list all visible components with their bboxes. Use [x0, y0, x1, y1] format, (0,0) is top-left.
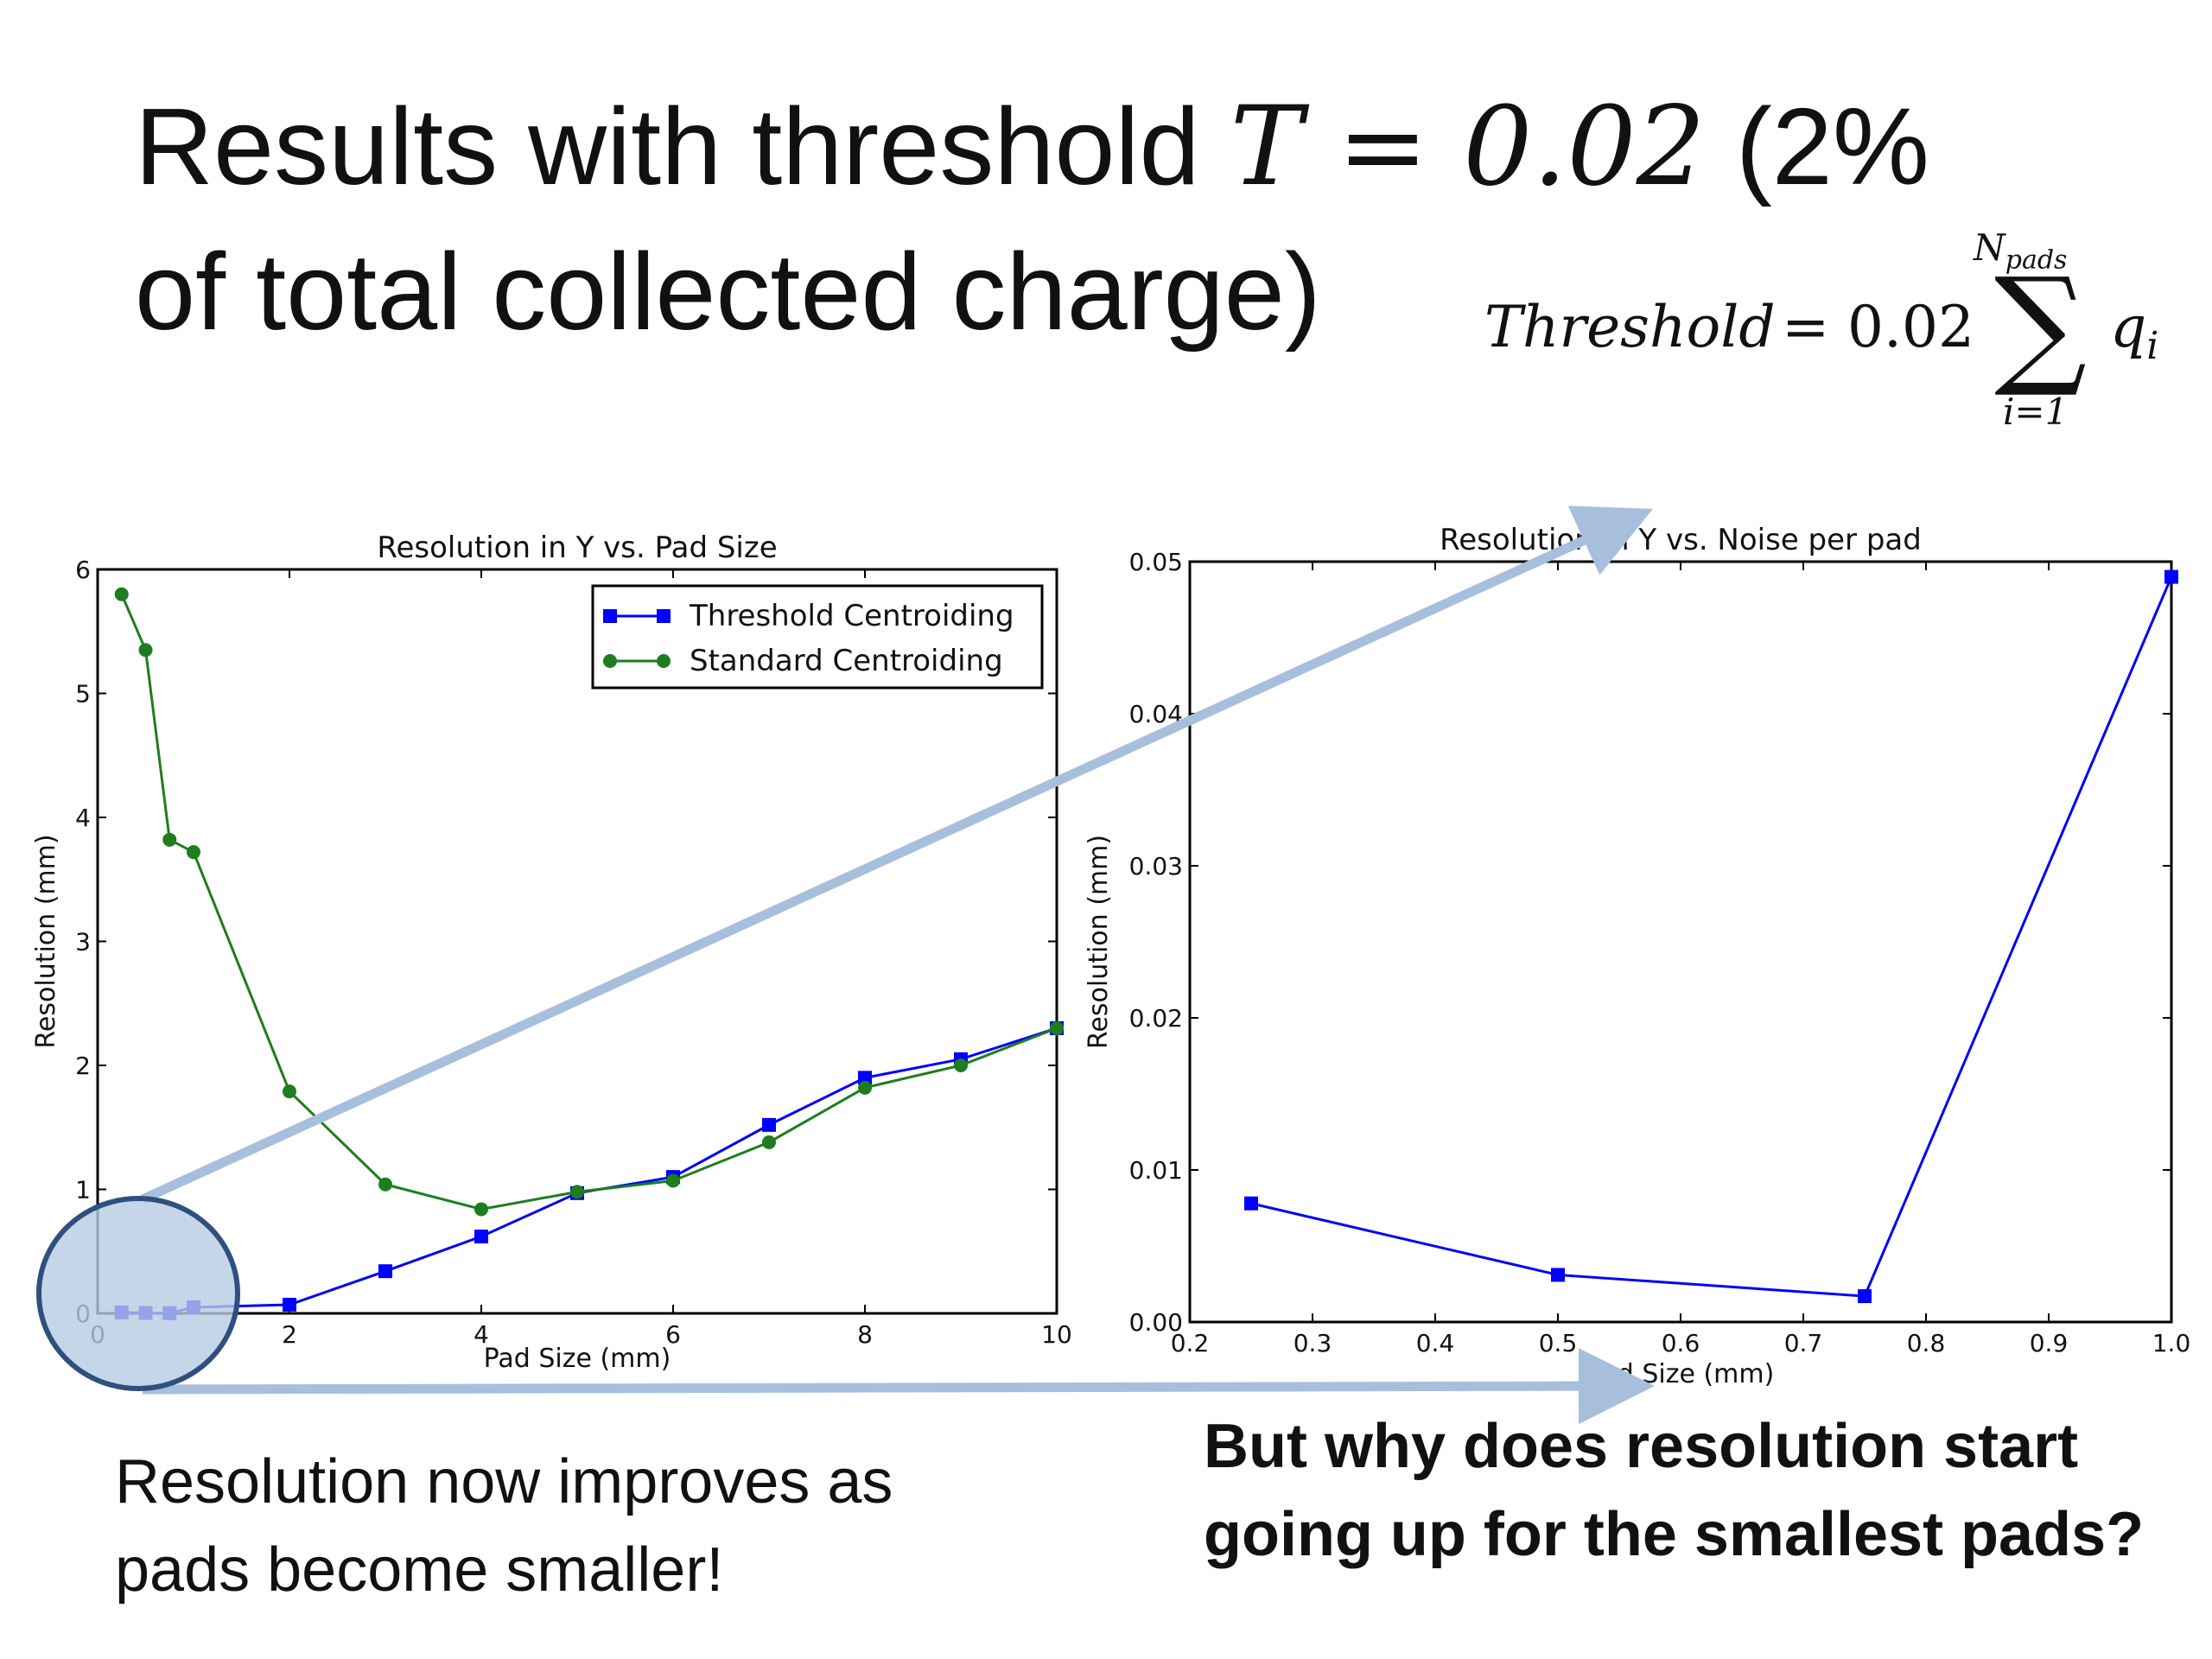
data-point-circle [570, 1185, 584, 1199]
x-tick-label: 0.2 [1171, 1329, 1210, 1357]
formula-upper-limit: Npads [1974, 226, 2068, 276]
data-point-circle [858, 1080, 872, 1095]
x-tick-label: 6 [665, 1320, 681, 1349]
data-point-circle [378, 1177, 392, 1192]
chart1-series [114, 587, 1064, 1320]
x-tick-label: 2 [282, 1320, 297, 1349]
y-tick-label: 0.00 [1129, 1308, 1183, 1337]
chart1-y-axis-label: Resolution (mm) [31, 834, 61, 1048]
x-tick-label: 8 [857, 1320, 873, 1349]
arrow-to-chart-bottom [142, 1348, 1655, 1425]
chart2-ticks: 0.2 0.3 0.4 0.5 0.6 0.7 0.8 0.9 1.0 0.00 0.01 0.02 0… [1129, 548, 2191, 1357]
note-question: But why does resolution start going up f… [1204, 1412, 2145, 1569]
x-tick-label: 1.0 [2152, 1329, 2191, 1357]
x-tick-label: 0.7 [1784, 1329, 1823, 1357]
title-text-2: (2% [1705, 86, 1929, 207]
title-text-1: Results with threshold [135, 86, 1230, 207]
data-point-square [283, 1297, 296, 1312]
y-tick-label: 5 [75, 680, 91, 709]
legend-box [591, 584, 1044, 690]
chart2-y-axis-label: Resolution (mm) [1084, 835, 1114, 1049]
data-point-circle [283, 1084, 296, 1099]
chart1-legend: Threshold Centroiding Standard Centroidin… [591, 584, 1044, 690]
legend-label: Standard Centroiding [690, 644, 1003, 678]
chart2-plot-area [1188, 560, 2173, 1324]
data-point-circle [474, 1202, 488, 1217]
x-tick-label: 0.5 [1539, 1329, 1578, 1357]
legend-marker [603, 654, 617, 668]
data-point-circle [187, 845, 200, 860]
y-tick-label: 0.01 [1129, 1156, 1183, 1185]
formula-coefficient: 0.02 [1847, 294, 1974, 360]
data-point-circle [114, 587, 129, 601]
series-line-0 [1250, 576, 2173, 1298]
y-tick-label: 1 [75, 1176, 91, 1205]
legend-marker [657, 654, 671, 668]
chart-resolution-vs-pad-size: Resolution in Y vs. Pad Size 02468100123… [31, 531, 1072, 1374]
formula-lhs: Threshold [1484, 294, 1776, 360]
slide-title: Results with threshold T = 0.02 (2% of t… [135, 74, 1929, 365]
y-tick-label: 0.02 [1129, 1004, 1183, 1033]
data-point-circle [162, 832, 177, 847]
formula-lower-limit: i=1 [2003, 391, 2069, 433]
x-tick-label: 0.3 [1294, 1329, 1332, 1357]
zoom-circle [36, 1196, 240, 1391]
note-resolution-improves: Resolution now improves as pads become s… [115, 1447, 893, 1605]
title-text-3: of total collected charge) [135, 231, 1321, 353]
legend-marker [603, 609, 617, 623]
data-point-square [1551, 1268, 1565, 1282]
formula-sum-symbol: ∑ [1994, 251, 2088, 401]
x-tick-label: 4 [474, 1320, 489, 1349]
data-point-square [1858, 1289, 1872, 1304]
data-point-square [2164, 569, 2178, 584]
data-point-square [1244, 1196, 1258, 1211]
chart1-x-axis-label: Pad Size (mm) [484, 1344, 671, 1374]
chart1-title: Resolution in Y vs. Pad Size [377, 531, 777, 565]
formula-term: qi [2110, 294, 2159, 369]
series-line-0 [121, 1027, 1058, 1315]
x-tick-label: 0.8 [1907, 1329, 1946, 1357]
data-point-circle [1050, 1020, 1064, 1035]
legend-marker [657, 609, 671, 623]
y-tick-label: 6 [75, 556, 91, 584]
data-point-circle [954, 1058, 968, 1072]
x-tick-label: 0.9 [2030, 1329, 2069, 1357]
x-tick-label: 0.6 [1662, 1329, 1700, 1357]
chart2-title: Resolution in Y vs. Noise per pad [1440, 523, 1922, 557]
data-point-circle [762, 1135, 776, 1149]
title-math: T = 0.02 [1230, 83, 1706, 210]
data-point-square [858, 1071, 872, 1085]
data-point-square [474, 1230, 488, 1244]
y-tick-label: 4 [75, 804, 91, 832]
data-point-square [378, 1264, 392, 1279]
zoom-highlight [36, 505, 1655, 1425]
threshold-formula: Threshold = 0.02 ∑ Npads i=1 qi [1484, 226, 2193, 442]
y-tick-label: 0.03 [1129, 852, 1183, 880]
legend-label: Threshold Centroiding [689, 599, 1014, 633]
y-tick-label: 3 [75, 928, 91, 957]
chart2-series [1244, 569, 2178, 1304]
arrow-to-chart-top [140, 505, 1654, 1205]
chart-resolution-vs-noise: Resolution in Y vs. Noise per pad 0.2 0.3… [1084, 523, 2190, 1389]
formula-equals: = [1782, 294, 1830, 360]
data-point-circle [666, 1173, 680, 1188]
x-tick-label: 10 [1041, 1320, 1072, 1349]
data-point-circle [138, 643, 153, 658]
y-tick-label: 2 [75, 1052, 91, 1080]
x-tick-label: 0.4 [1416, 1329, 1455, 1357]
data-point-square [762, 1117, 776, 1132]
y-tick-label: 0.05 [1129, 548, 1183, 576]
